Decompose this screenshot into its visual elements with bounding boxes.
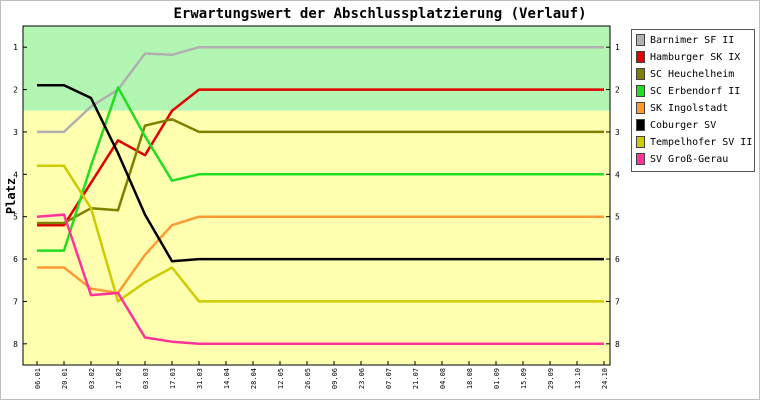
legend-swatch xyxy=(636,136,645,148)
y-axis-label: Platz xyxy=(4,178,18,214)
plot-border xyxy=(22,25,611,366)
x-tick-label: 31.03 xyxy=(196,368,204,389)
series-line-4 xyxy=(37,86,604,252)
legend-label: SC Erbendorf II xyxy=(650,85,741,97)
x-tick-label: 04.08 xyxy=(439,368,447,389)
zone-band-2 xyxy=(23,110,610,365)
y-tick-label-right: 3 xyxy=(615,128,620,137)
chart-title: Erwartungswert der Abschlussplatzierung … xyxy=(173,6,586,22)
legend-swatch xyxy=(636,119,645,131)
series-line-2 xyxy=(37,88,604,227)
y-tick-label-right: 1 xyxy=(615,43,620,52)
legend-item: SK Ingolstadt xyxy=(636,101,728,115)
legend-label: Barnimer SF II xyxy=(650,34,735,46)
legend-item: SV Groß-Gerau xyxy=(636,152,728,166)
legend-label: Tempelhofer SV II xyxy=(650,136,753,148)
x-tick-label: 20.01 xyxy=(61,368,69,389)
legend-item: SC Heuchelheim xyxy=(636,67,734,81)
x-tick-label: 03.02 xyxy=(88,368,96,389)
legend-label: SC Heuchelheim xyxy=(650,68,735,80)
legend-item: Hamburger SK IX xyxy=(636,50,740,64)
y-tick-label-left: 4 xyxy=(13,170,18,179)
legend-item: Barnimer SF II xyxy=(636,33,734,47)
legend-item: SC Erbendorf II xyxy=(636,84,740,98)
x-tick-label: 09.06 xyxy=(331,368,339,389)
legend-swatch xyxy=(636,34,645,46)
y-tick-label-left: 1 xyxy=(13,43,18,52)
series-line-3 xyxy=(37,117,604,225)
x-tick-label: 12.05 xyxy=(277,368,285,389)
x-tick-label: 28.04 xyxy=(250,368,258,389)
x-tick-label: 13.10 xyxy=(574,368,582,389)
x-tick-label: 24.10 xyxy=(601,368,609,389)
series-line-8 xyxy=(36,213,604,346)
x-tick-label: 06.01 xyxy=(34,368,42,389)
y-tick-label-right: 6 xyxy=(615,255,620,264)
y-tick-label-left: 6 xyxy=(13,255,18,264)
x-tick-label: 18.08 xyxy=(466,368,474,389)
x-tick-label: 03.03 xyxy=(142,368,150,389)
legend-swatch xyxy=(636,51,645,63)
x-tick-label: 23.06 xyxy=(358,368,366,389)
legend-label: Coburger SV xyxy=(650,119,717,131)
y-tick-label-right: 8 xyxy=(615,340,620,349)
series-line-1 xyxy=(37,45,604,134)
x-tick-label: 29.09 xyxy=(547,368,555,389)
legend-item: Tempelhofer SV II xyxy=(636,135,752,149)
x-tick-label: 17.02 xyxy=(115,368,123,389)
y-tick-label-right: 2 xyxy=(615,86,620,95)
legend-swatch xyxy=(636,153,645,165)
x-tick-label: 15.09 xyxy=(520,368,528,389)
x-tick-label: 26.05 xyxy=(304,368,312,389)
series-line-5 xyxy=(37,215,604,295)
y-tick-label-left: 5 xyxy=(13,213,18,222)
legend-item: Coburger SV xyxy=(636,118,716,132)
legend-swatch xyxy=(636,85,645,97)
series-line-7 xyxy=(37,164,604,303)
chart-legend: Barnimer SF II Hamburger SK IX SC Heuchelh… xyxy=(631,29,755,172)
y-tick-label-left: 7 xyxy=(13,297,18,306)
legend-label: Hamburger SK IX xyxy=(650,51,741,63)
x-tick-label: 17.03 xyxy=(169,368,177,389)
zone-band-1 xyxy=(23,26,610,111)
y-tick-label-left: 3 xyxy=(13,128,18,137)
series-line-6 xyxy=(37,84,604,263)
y-tick-label-left: 2 xyxy=(13,86,18,95)
y-tick-label-right: 4 xyxy=(615,170,620,179)
legend-swatch xyxy=(636,68,645,80)
legend-label: SK Ingolstadt xyxy=(650,102,729,114)
x-tick-label: 07.07 xyxy=(385,368,393,389)
legend-label: SV Groß-Gerau xyxy=(650,153,729,165)
y-tick-label-left: 8 xyxy=(13,340,18,349)
x-tick-label: 21.07 xyxy=(412,368,420,389)
y-tick-label-right: 5 xyxy=(615,213,620,222)
y-tick-label-right: 7 xyxy=(615,297,620,306)
x-tick-label: 01.09 xyxy=(493,368,501,389)
x-tick-label: 14.04 xyxy=(223,368,231,389)
legend-swatch xyxy=(636,102,645,114)
